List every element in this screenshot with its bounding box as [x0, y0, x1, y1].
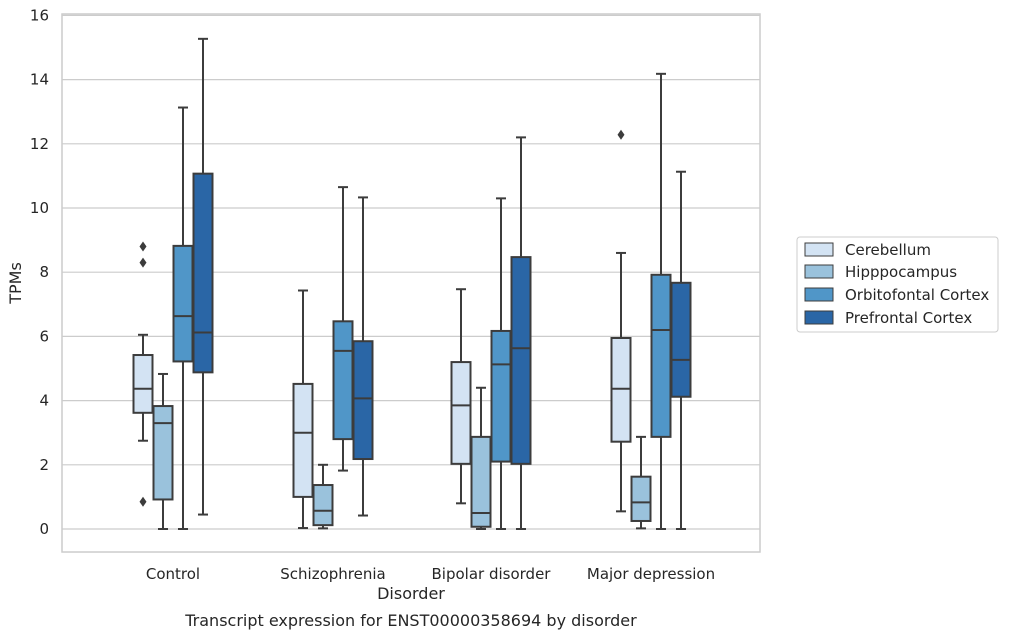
- box-group: [630, 435, 652, 530]
- box-group: [490, 197, 512, 530]
- outlier-point: [139, 496, 147, 507]
- box-group: [510, 136, 532, 530]
- y-tick-label: 10: [30, 199, 49, 217]
- box-group: [610, 129, 632, 513]
- y-tick-label: 0: [39, 520, 49, 538]
- legend-label-prefrontal: Prefrontal Cortex: [845, 309, 972, 327]
- box-group: [650, 72, 672, 530]
- box-iqr: [490, 329, 512, 463]
- y-tick-label: 12: [30, 135, 49, 153]
- box-iqr: [192, 172, 214, 374]
- outlier-point: [139, 257, 147, 268]
- box-iqr: [470, 435, 492, 528]
- box-group: [352, 196, 374, 517]
- box-iqr: [352, 340, 374, 461]
- box-iqr: [152, 405, 174, 501]
- box-group: [292, 289, 314, 530]
- box-group: [470, 386, 492, 530]
- y-tick-label: 14: [30, 71, 49, 89]
- y-tick-label: 4: [39, 392, 49, 410]
- box-iqr: [650, 273, 672, 438]
- box-group: [172, 106, 194, 530]
- legend-swatch-cerebellum: [804, 242, 834, 257]
- legend: Cerebellum Hipppocampus Orbitofontal Cor…: [796, 236, 999, 333]
- legend-label-hippocampus: Hipppocampus: [845, 263, 957, 281]
- box-iqr: [510, 256, 532, 465]
- x-tick-label: Bipolar disorder: [432, 565, 552, 583]
- box-iqr: [670, 281, 692, 398]
- box-iqr: [450, 361, 472, 465]
- legend-swatch-orbitofrontal: [804, 287, 834, 302]
- legend-label-orbitofrontal: Orbitofontal Cortex: [845, 286, 989, 304]
- legend-label-cerebellum: Cerebellum: [845, 241, 931, 259]
- box-iqr: [292, 382, 314, 498]
- boxes: [132, 37, 692, 530]
- y-tick-label: 2: [39, 456, 49, 474]
- box-iqr: [610, 337, 632, 443]
- box-iqr: [312, 484, 334, 527]
- box-iqr: [172, 244, 194, 363]
- legend-frame: [796, 236, 999, 333]
- box-iqr: [332, 320, 354, 441]
- box-group: [132, 241, 154, 507]
- y-axis-title: TPMs: [6, 262, 25, 305]
- box-group: [312, 463, 334, 530]
- box-iqr: [132, 354, 154, 414]
- y-tick-labels: 0 2 4 6 8 10 12 14 16: [30, 6, 49, 538]
- chart-caption: Transcript expression for ENST0000035869…: [184, 611, 637, 630]
- outlier-point: [139, 241, 147, 252]
- box-iqr: [630, 475, 652, 522]
- box-group: [192, 37, 214, 516]
- legend-swatch-prefrontal: [804, 310, 834, 325]
- y-tick-label: 16: [30, 6, 49, 24]
- box-group: [670, 170, 692, 530]
- y-tick-label: 6: [39, 327, 49, 345]
- box-group: [450, 288, 472, 505]
- outlier-point: [617, 129, 625, 140]
- x-tick-label: Control: [146, 565, 200, 583]
- x-tick-label: Schizophrenia: [280, 565, 385, 583]
- x-axis-title: Disorder: [377, 584, 445, 603]
- y-tick-label: 8: [39, 263, 49, 281]
- box-group: [152, 372, 174, 530]
- x-tick-labels: Control Schizophrenia Bipolar disorder Majo…: [146, 565, 715, 583]
- x-tick-label: Major depression: [587, 565, 715, 583]
- legend-swatch-hippocampus: [804, 264, 834, 279]
